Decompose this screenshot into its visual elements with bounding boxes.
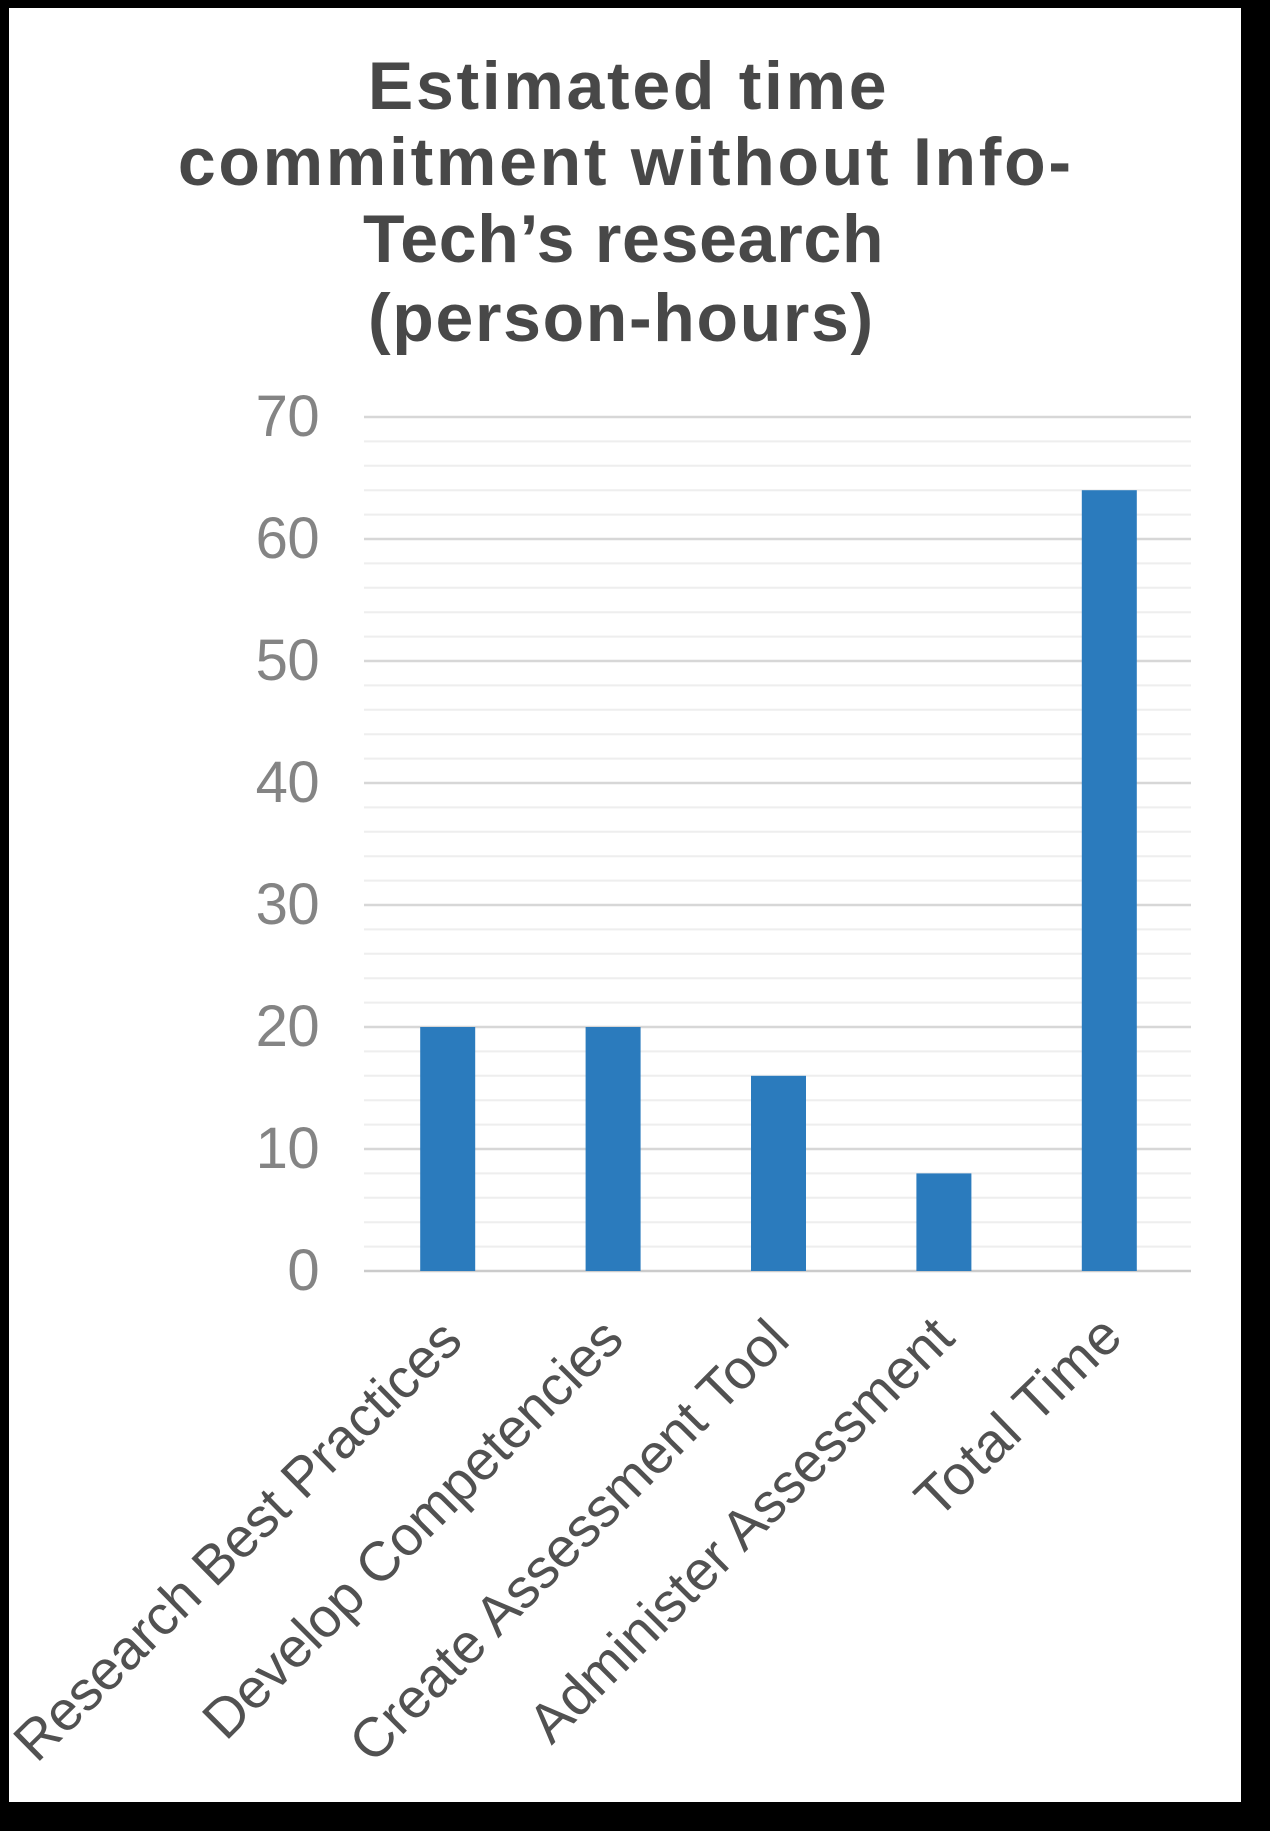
svg-text:50: 50 — [256, 628, 320, 693]
svg-text:30: 30 — [256, 872, 320, 937]
svg-text:0: 0 — [287, 1238, 319, 1303]
svg-text:(person-hours): (person-hours) — [368, 280, 875, 356]
svg-text:commitment without Info-: commitment without Info- — [178, 124, 1074, 200]
svg-text:40: 40 — [256, 750, 320, 815]
svg-text:Tech’s research: Tech’s research — [363, 201, 884, 277]
svg-text:20: 20 — [256, 994, 320, 1059]
svg-text:70: 70 — [256, 384, 320, 449]
svg-text:60: 60 — [256, 506, 320, 571]
svg-text:Estimated time: Estimated time — [368, 48, 889, 124]
svg-text:10: 10 — [256, 1116, 320, 1181]
